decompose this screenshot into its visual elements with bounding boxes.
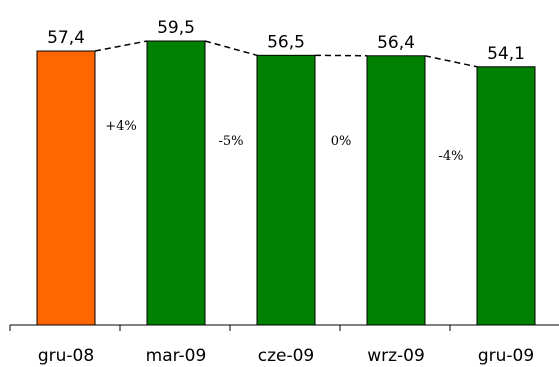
tick-label-gru-08: gru-08 — [38, 346, 94, 366]
x-axis — [9, 324, 559, 331]
tick-label-mar-09: mar-09 — [146, 346, 207, 366]
change-label-2: -5% — [218, 134, 243, 149]
bars-group — [36, 40, 536, 326]
change-labels-group: +4% -5% 0% -4% — [105, 119, 463, 164]
change-label-3: 0% — [331, 134, 352, 149]
bar-mar-09 — [146, 40, 206, 326]
change-label-1: +4% — [105, 119, 137, 134]
trend-segment-2 — [204, 40, 258, 57]
tick-label-cze-09: cze-09 — [258, 346, 315, 366]
x-tick-labels-group: gru-08 mar-09 cze-09 wrz-09 gru-09 — [38, 346, 534, 366]
bar-cze-09 — [256, 54, 316, 326]
tick-label-gru-09: gru-09 — [478, 346, 534, 366]
value-label-wrz-09: 56,4 — [377, 33, 415, 53]
value-label-gru-09: 54,1 — [487, 44, 525, 64]
bar-gru-08 — [36, 50, 96, 326]
dashed-trend-line — [94, 40, 478, 68]
value-label-gru-08: 57,4 — [47, 28, 85, 48]
bar-gru-09 — [476, 66, 536, 326]
bar-wrz-09 — [366, 55, 426, 326]
value-labels-group: 57,4 59,5 56,5 56,4 54,1 — [47, 18, 525, 64]
value-label-cze-09: 56,5 — [267, 32, 305, 52]
change-label-4: -4% — [438, 149, 463, 164]
trend-segment-1 — [94, 40, 148, 52]
trend-segment-4 — [424, 55, 478, 68]
tick-label-wrz-09: wrz-09 — [367, 346, 425, 366]
value-label-mar-09: 59,5 — [157, 18, 195, 38]
